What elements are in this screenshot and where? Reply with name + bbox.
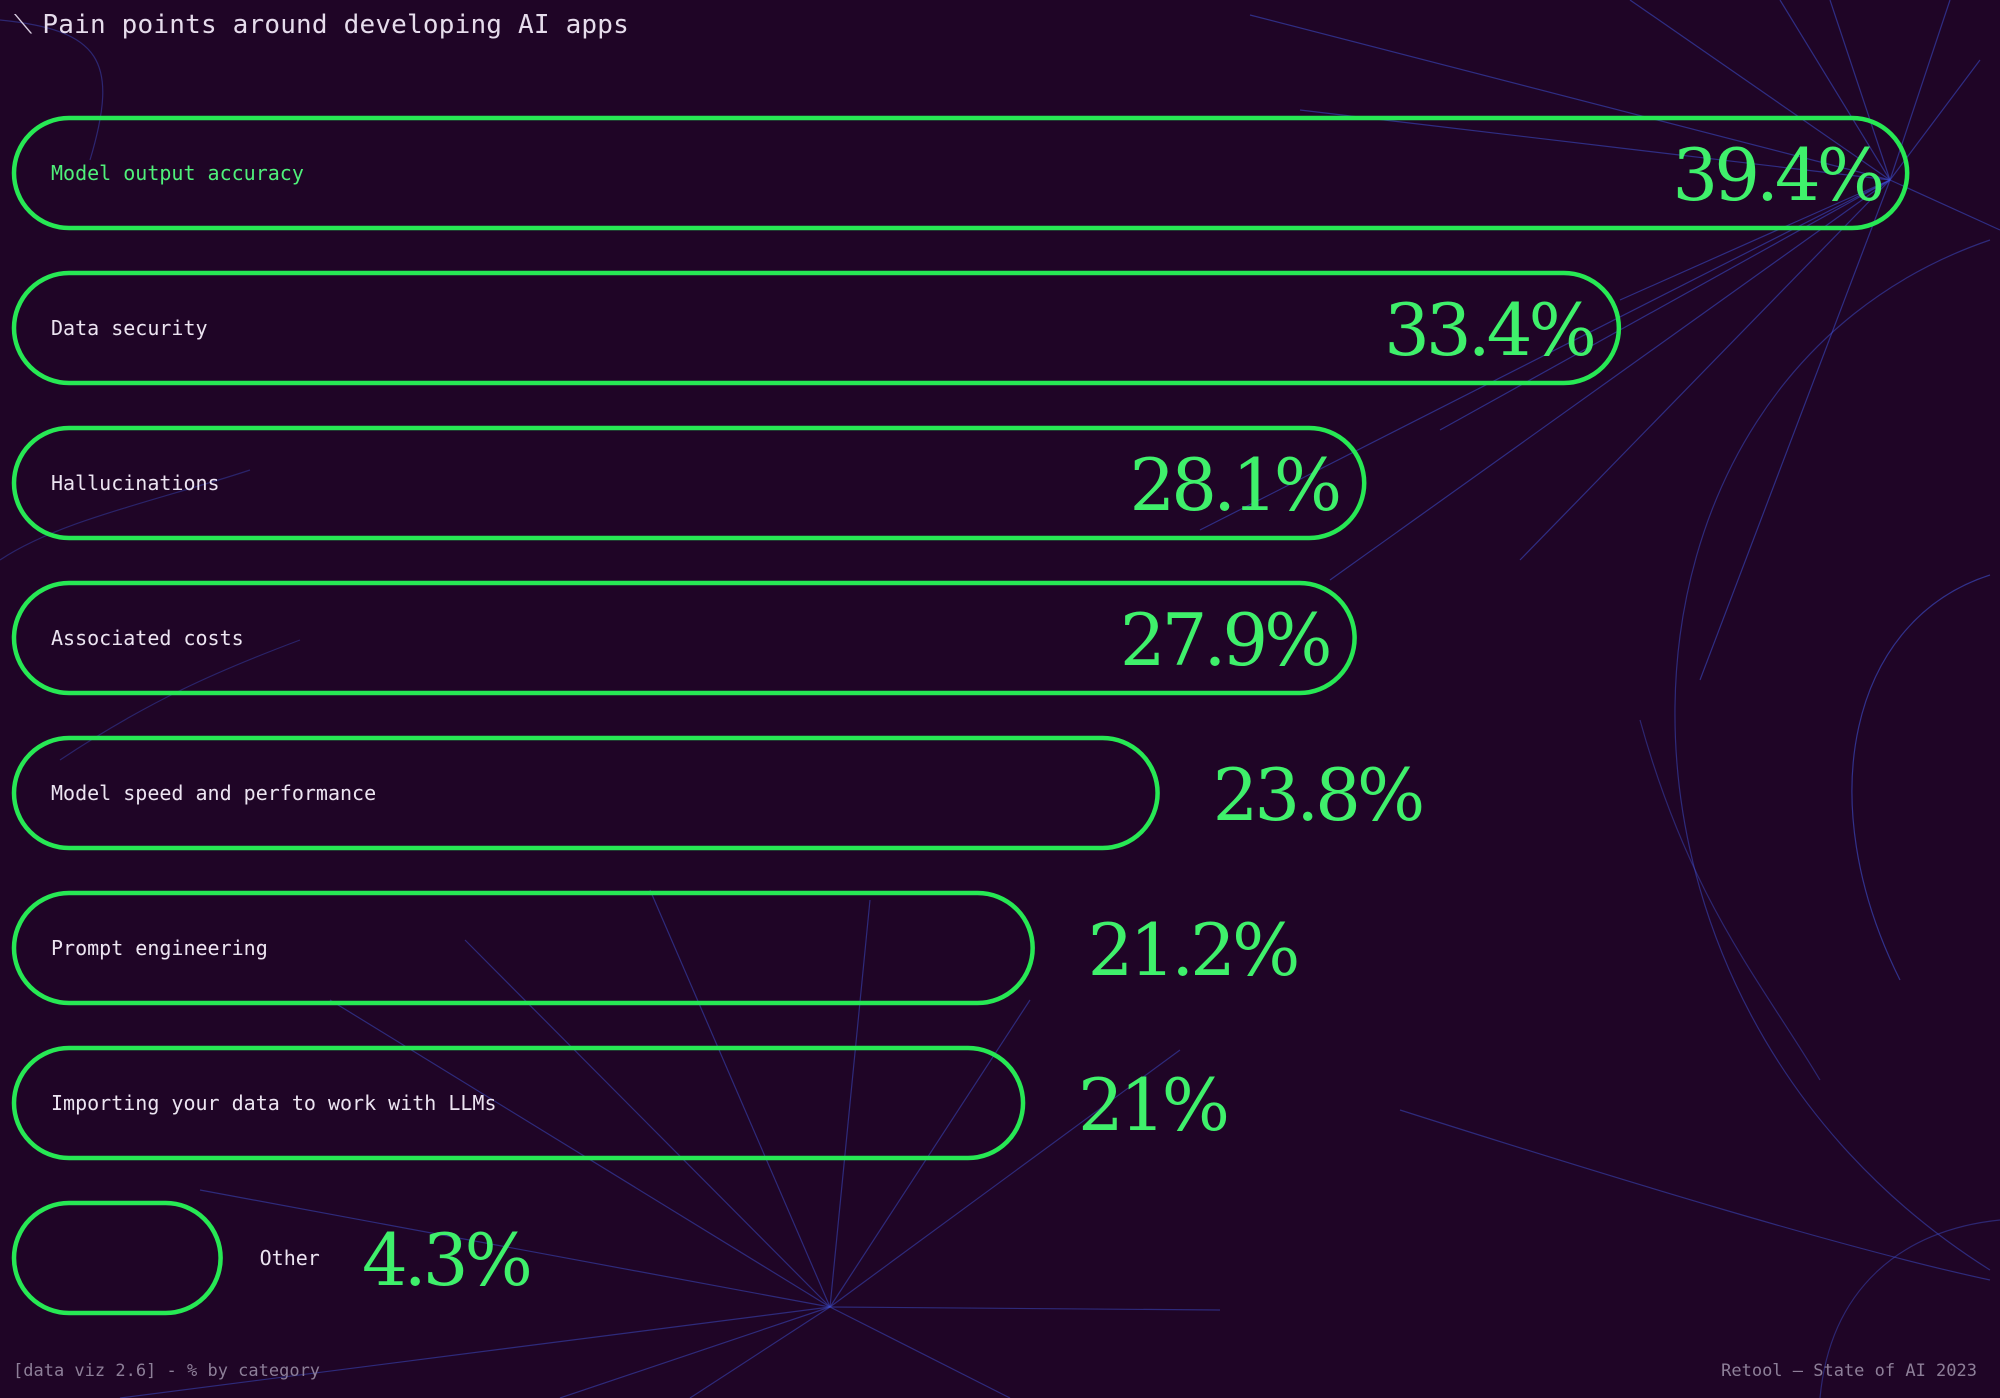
- value-label: 23.8%: [1213, 753, 1422, 837]
- bar: [11, 270, 1622, 386]
- category-label: Model output accuracy: [51, 161, 304, 185]
- background-line: [559, 1306, 831, 1398]
- background-curve: [1674, 239, 1991, 1271]
- background-line: [829, 1306, 1221, 1311]
- value-label: 33.4%: [1384, 288, 1593, 372]
- background-curve: [1819, 1219, 2000, 1398]
- background-line: [1829, 0, 1891, 181]
- value-label: 27.9%: [1120, 598, 1329, 682]
- background-line: [119, 1306, 831, 1398]
- background-curve: [0, 19, 104, 161]
- background-line: [649, 889, 831, 1308]
- bar: [11, 735, 1160, 851]
- bar: [11, 1045, 1026, 1161]
- category-label: Associated costs: [51, 626, 244, 650]
- bar: [11, 425, 1367, 541]
- bar: [11, 890, 1035, 1006]
- background-line: [1199, 179, 1891, 531]
- background-line: [689, 1306, 831, 1398]
- background-line: [329, 999, 831, 1308]
- value-label: 28.1%: [1129, 443, 1338, 527]
- background-line: [1249, 14, 1891, 181]
- background-line: [1329, 179, 1891, 581]
- background-line: [1779, 0, 1891, 181]
- category-label: Prompt engineering: [51, 936, 268, 960]
- chart-caption: [data viz 2.6] - % by category: [13, 1361, 321, 1381]
- background-line: [1699, 179, 1891, 681]
- background-curve: [1851, 574, 1991, 981]
- background-line: [1619, 179, 1891, 301]
- chart-title: ⟍ Pain points around developing AI apps: [14, 10, 629, 41]
- bar: [11, 580, 1357, 696]
- category-label: Data security: [51, 316, 208, 340]
- bar: [11, 1200, 223, 1316]
- background-curve: [0, 469, 251, 561]
- background-line: [829, 999, 1031, 1308]
- background-line: [199, 1189, 831, 1308]
- background-line: [1629, 0, 1891, 181]
- background-curve: [1399, 1109, 1991, 1281]
- value-label: 4.3%: [362, 1218, 530, 1302]
- value-label: 21%: [1078, 1063, 1227, 1147]
- category-label: Model speed and performance: [51, 781, 376, 805]
- background-line: [829, 1306, 1011, 1398]
- chart-title-text: Pain points around developing AI apps: [42, 10, 629, 40]
- source-credit: Retool — State of AI 2023: [1721, 1361, 1977, 1381]
- background-line: [829, 1049, 1181, 1308]
- category-label: Importing your data to work with LLMs: [51, 1091, 497, 1115]
- diagonal-slash-icon: ⟍: [14, 10, 33, 40]
- bar: [11, 115, 1910, 231]
- background-line: [829, 899, 871, 1308]
- background-line: [1889, 179, 2000, 231]
- background-curve: [1639, 719, 1821, 1081]
- category-label: Other: [260, 1246, 320, 1270]
- background-line: [1519, 179, 1891, 561]
- value-label: 21.2%: [1088, 908, 1297, 992]
- background-line: [1299, 109, 1891, 181]
- background-line: [1439, 179, 1891, 431]
- value-label: 39.4%: [1672, 133, 1881, 217]
- category-label: Hallucinations: [51, 471, 220, 495]
